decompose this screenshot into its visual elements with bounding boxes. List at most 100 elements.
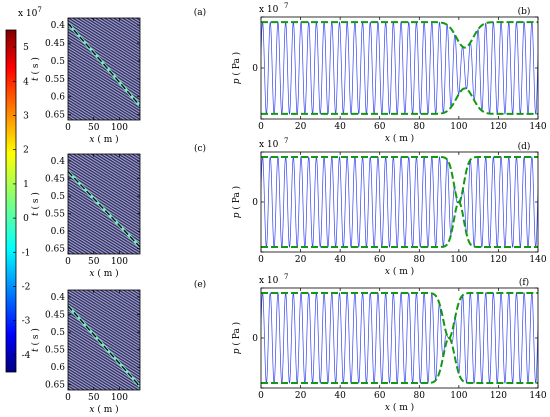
y-tick-label: 0.6 [51,227,66,237]
panel-a: 0 50 100 0.4 0.45 0.5 0.55 0.6 0.65 x ( m ) t ( s … [30,7,206,145]
y-tick-label: 0.4 [51,293,66,303]
colorbar-tick-label: 4 [23,77,29,87]
panel-label: (f) [519,277,529,288]
colorbar-tick-label: 0 [23,214,29,224]
panel-b: x 10 7 0 20 40 60 80 100 120 140 0 x ( m ) p ( Pa ) (… [231,2,547,144]
x-tick-label: 100 [111,257,128,267]
y-tick-label: 0.4 [51,21,66,31]
x-axis-label: x ( m ) [385,266,414,277]
axes-frame [67,17,141,121]
x-tick-label: 120 [490,391,507,401]
y-tick-label: 0.5 [51,328,66,338]
x-tick-label: 40 [334,391,346,401]
scale-label: x 10 [259,276,279,286]
y-tick-label: 0 [252,198,258,208]
x-tick-label: 50 [88,123,100,133]
scale-exponent: 7 [284,2,288,10]
x-tick-label: 20 [295,391,307,401]
scale-label: x 10 [259,140,279,150]
front-line [68,305,140,387]
axes-frame [67,289,141,391]
colorbar: x 107 5 4 3 2 1 0 -1 -2 -3 -4 [5,6,42,373]
y-tick-label: 0.45 [45,175,65,185]
panel-f: x 10 7 0 20 40 60 80 100 120 140 0 x ( m ) p ( Pa ) (… [231,273,547,413]
x-tick-label: 80 [414,391,426,401]
colorbar-ticks: 5 4 3 2 1 0 -1 -2 -3 -4 [13,43,31,361]
panel-label: (e) [194,279,206,290]
lower-envelope [261,337,538,384]
x-axis-label: x ( m ) [89,134,118,145]
x-tick-label: 60 [374,122,386,132]
y-tick-label: 0.5 [51,57,66,67]
pressure-series [261,292,538,384]
x-tick-label: 0 [258,122,264,132]
panel-label: (c) [194,143,206,154]
x-tick-label: 80 [414,255,426,265]
colorbar-bar [5,29,17,373]
x-tick-label: 0 [65,257,71,267]
x-tick-label: 120 [490,122,507,132]
lower-envelope [261,200,538,248]
x-tick-label: 140 [529,122,546,132]
x-axis-label: x ( m ) [89,268,118,279]
y-axis-label: p ( Pa ) [231,52,242,84]
panel-c: 0 50 100 0.4 0.45 0.5 0.55 0.6 0.65 x ( m ) t ( s … [30,143,206,279]
y-tick-label: 0.65 [45,111,65,121]
panel-label: (a) [194,7,206,18]
y-axis-label: t ( s ) [30,328,41,352]
colorbar-tick-label: -4 [22,351,31,361]
x-tick-label: 0 [65,123,71,133]
x-tick-label: 20 [295,122,307,132]
x-tick-label: 80 [414,122,426,132]
upper-envelope [261,21,538,49]
x-tick-label: 100 [450,391,467,401]
x-tick-label: 0 [258,391,264,401]
y-tick-label: 0.65 [45,245,65,255]
y-tick-label: 0 [252,64,258,74]
y-tick-label: 0.6 [51,363,66,373]
x-tick-label: 100 [450,255,467,265]
y-axis-label: t ( s ) [30,57,41,81]
y-tick-label: 0.6 [51,93,66,103]
x-tick-label: 20 [295,255,307,265]
panel-label: (b) [518,6,531,17]
x-tick-label: 40 [334,255,346,265]
panel-e: 0 50 100 0.4 0.45 0.5 0.55 0.6 0.65 x ( m ) t ( s … [30,279,206,415]
colorbar-tick-label: 5 [23,43,29,53]
y-axis-label: p ( Pa ) [231,322,242,354]
y-axis-label: p ( Pa ) [231,186,242,218]
upper-envelope [261,292,538,339]
x-axis-label: x ( m ) [385,133,414,144]
y-tick-label: 0.55 [45,75,65,85]
scale-exponent: 7 [284,273,288,281]
panels: 0 50 100 0.4 0.45 0.5 0.55 0.6 0.65 x ( m ) t ( s … [30,2,547,415]
y-tick-label: 0.55 [45,346,65,356]
y-tick-label: 0.45 [45,311,65,321]
colorbar-tick-label: -1 [22,248,31,258]
front-line [68,22,140,107]
x-tick-label: 100 [111,393,128,403]
y-tick-label: 0.5 [51,192,66,202]
x-tick-label: 60 [374,255,386,265]
colorbar-tick-label: 3 [23,112,29,122]
y-axis-label: t ( s ) [30,192,41,216]
pressure-series [261,156,538,248]
x-tick-label: 100 [111,123,128,133]
colorbar-tick-label: -2 [22,283,31,293]
x-tick-label: 100 [450,122,467,132]
scale-label: x 10 [259,5,279,15]
panel-label: (d) [518,141,531,152]
x-axis-label: x ( m ) [89,404,118,415]
x-tick-label: 60 [374,391,386,401]
pressure-series [261,21,538,115]
heatmap-field [68,154,140,254]
upper-envelope [261,156,538,204]
colorbar-scale: x 107 [18,6,42,19]
y-tick-label: 0.55 [45,210,65,220]
x-tick-label: 0 [258,255,264,265]
x-tick-label: 140 [529,391,546,401]
axes-frame [67,153,141,255]
colorbar-tick-label: -3 [22,317,31,327]
colorbar-tick-label: 1 [23,180,29,190]
